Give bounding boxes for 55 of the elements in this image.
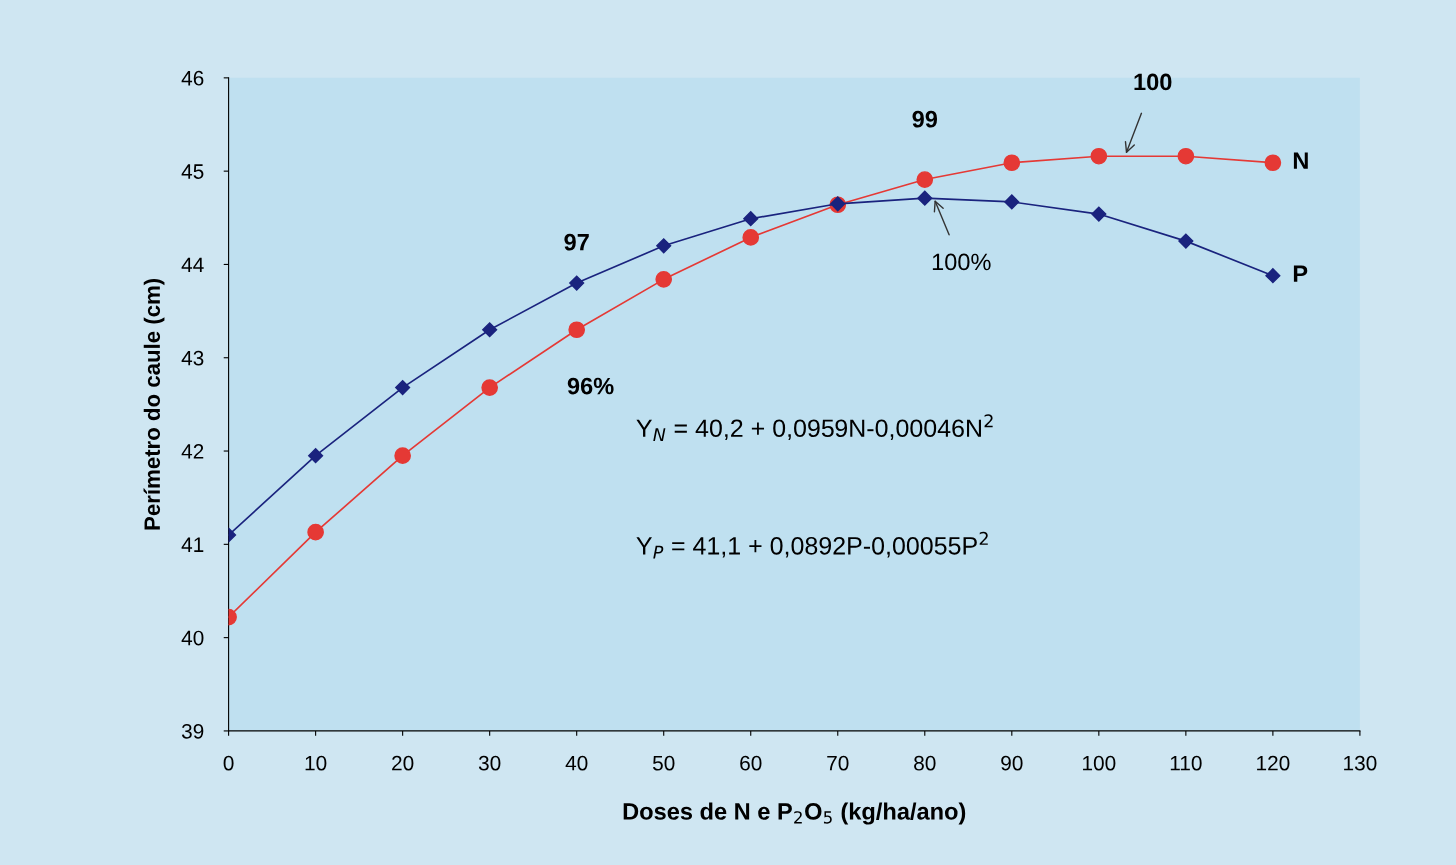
point <box>308 448 324 464</box>
annotation: Y$_{P}$ = 41,1 + 0,0892P-0,00055P$^{2}$ <box>636 531 988 559</box>
point <box>1177 147 1195 165</box>
annotation: 100 <box>1134 73 1172 91</box>
point <box>1264 154 1282 172</box>
point <box>1090 147 1108 165</box>
series-label: N <box>1293 152 1308 169</box>
y-tick-label: 41 <box>181 537 204 552</box>
point <box>916 171 934 188</box>
x-tick-label: 120 <box>1257 755 1290 771</box>
annotation: Y$_{N}$ = 40,2 + 0,0959N-0,00046N$^{2}$ <box>636 414 993 441</box>
point <box>742 229 760 246</box>
x-tick-label: 60 <box>740 755 762 771</box>
y-tick-label: 44 <box>181 257 204 272</box>
x-tick-label: 80 <box>914 755 936 771</box>
y-tick-label: 45 <box>181 164 204 179</box>
y-axis-title: Perímetro do caule (cm) <box>143 278 165 530</box>
y-tick-label: 43 <box>181 350 204 366</box>
point <box>395 380 411 396</box>
x-axis-title: Doses de N e P$_{2}$O$_{5}$ (kg/ha/ano) <box>623 802 966 825</box>
point <box>1003 154 1021 172</box>
x-tick-label: 30 <box>478 755 501 771</box>
point <box>1091 206 1107 222</box>
series-label: P <box>1293 265 1308 282</box>
point <box>1265 268 1281 284</box>
annotation: 97 <box>564 233 589 251</box>
x-tick-label: 40 <box>565 755 588 771</box>
point <box>1004 194 1020 210</box>
x-tick-label: 10 <box>305 755 327 771</box>
point <box>569 275 585 291</box>
x-tick-label: 50 <box>652 755 675 771</box>
x-tick-label: 100 <box>1083 755 1116 771</box>
x-tick-label: 70 <box>827 755 849 771</box>
y-tick-label: 40 <box>181 630 204 646</box>
point <box>1178 233 1194 249</box>
x-tick-label: 110 <box>1170 755 1202 771</box>
annotation: 96% <box>567 377 614 395</box>
point <box>482 322 498 338</box>
point <box>743 211 759 227</box>
point <box>307 523 324 541</box>
point <box>917 190 933 206</box>
point <box>394 447 411 465</box>
annotation: 100% <box>932 253 991 271</box>
annotation: 99 <box>912 110 938 128</box>
x-tick-label: 20 <box>392 755 414 771</box>
point <box>568 321 586 339</box>
x-tick-label: 130 <box>1344 755 1377 771</box>
point <box>656 238 672 254</box>
x-tick-label: 90 <box>1001 755 1023 771</box>
x-tick-label: 0 <box>223 755 234 771</box>
y-tick-label: 46 <box>181 70 204 86</box>
y-tick-label: 42 <box>181 444 204 459</box>
y-tick-label: 39 <box>181 723 204 739</box>
point <box>655 271 673 288</box>
point <box>481 379 498 396</box>
